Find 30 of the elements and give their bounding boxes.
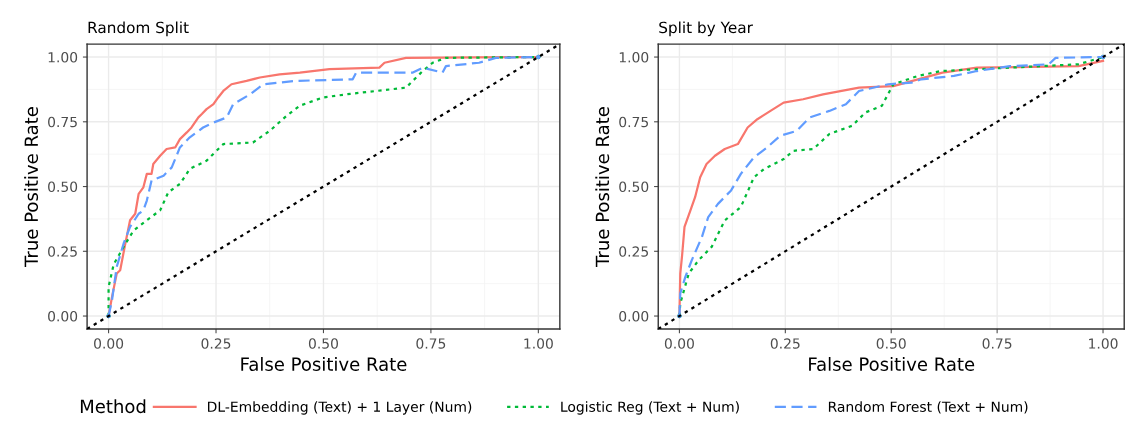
x-tick-label: 0.25 bbox=[201, 338, 231, 349]
x-tick-label: 0.25 bbox=[770, 338, 800, 349]
y-tick-label: 0.00 bbox=[619, 311, 649, 322]
x-tick-label: 0.50 bbox=[876, 338, 906, 349]
x-tick-label: 0.75 bbox=[416, 338, 446, 349]
y-axis-title: True Positive Rate bbox=[24, 107, 39, 267]
chart-title: Random Split bbox=[88, 21, 189, 37]
x-tick-label: 1.00 bbox=[524, 338, 553, 349]
legend-label: Logistic Reg (Text + Num) bbox=[561, 401, 739, 415]
x-axis-title: False Positive Rate bbox=[241, 357, 407, 371]
y-tick-label: 0.25 bbox=[48, 246, 77, 257]
y-tick-label: 0.75 bbox=[48, 116, 77, 128]
chart-title: Split by Year bbox=[659, 21, 753, 37]
x-tick-label: 0.75 bbox=[982, 338, 1012, 349]
x-tick-label: 0.00 bbox=[664, 338, 694, 349]
x-tick-label: 1.00 bbox=[1089, 338, 1118, 349]
legend-label: DL-Embedding (Text) + 1 Layer (Num) bbox=[208, 401, 472, 415]
y-tick-label: 1.00 bbox=[619, 52, 649, 63]
y-tick-label: 0.00 bbox=[48, 311, 78, 322]
legend-label: Random Forest (Text + Num) bbox=[828, 401, 1028, 414]
x-tick-label: 0.50 bbox=[308, 338, 339, 349]
y-tick-label: 0.50 bbox=[619, 181, 649, 193]
y-tick-label: 0.25 bbox=[619, 246, 648, 257]
x-tick-label: 0.00 bbox=[94, 338, 124, 349]
y-tick-label: 1.00 bbox=[48, 52, 78, 63]
y-tick-label: 0.50 bbox=[48, 181, 78, 193]
y-axis-title: True Positive Rate bbox=[595, 107, 610, 267]
y-tick-label: 0.75 bbox=[619, 116, 648, 128]
x-axis-title: False Positive Rate bbox=[809, 357, 975, 371]
legend-title: Method bbox=[80, 399, 146, 414]
